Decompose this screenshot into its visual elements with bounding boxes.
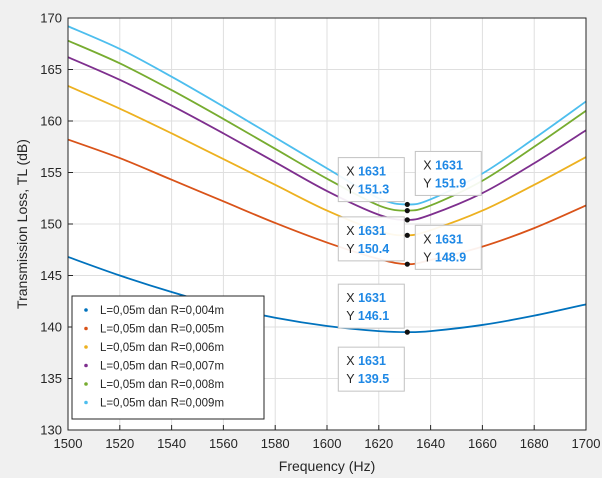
- datatip-y-key: Y: [346, 183, 358, 197]
- datatip-x-key: X: [423, 158, 435, 172]
- datatip-marker: [404, 208, 410, 214]
- datatip-x-key: X: [346, 354, 358, 368]
- x-tick-label: 1540: [157, 436, 186, 451]
- x-tick-label: 1640: [416, 436, 445, 451]
- datatip-x-value: 1631: [358, 165, 386, 179]
- datatip-y-value: 151.3: [358, 183, 389, 197]
- datatip-x-row: X 1631: [346, 291, 386, 305]
- datatip-y-value: 139.5: [358, 372, 389, 386]
- datatip-box: [414, 224, 482, 270]
- datatip-x-row: X 1631: [346, 165, 386, 179]
- datatip-marker: [404, 201, 410, 208]
- datatip-x-value: 1631: [435, 232, 463, 246]
- x-tick-label: 1600: [313, 436, 342, 451]
- datatip-box: [337, 283, 405, 329]
- legend[interactable]: L=0,05m dan R=0,004m L=0,05m dan R=0,005m…: [71, 295, 265, 420]
- datatip-y-row: Y 148.9: [423, 250, 466, 264]
- datatip-x-key: X: [346, 165, 358, 179]
- x-tick-label: 1700: [572, 436, 601, 451]
- datatip-y-value: 146.1: [358, 309, 389, 323]
- datatip-x-value: 1631: [358, 291, 386, 305]
- legend-marker-2: [84, 326, 88, 331]
- datatip-marker: [404, 329, 410, 335]
- legend-entry-3: L=0,05m dan R=0,006m: [100, 342, 224, 354]
- datatip-x-key: X: [346, 291, 358, 305]
- y-tick-label: 135: [40, 371, 62, 386]
- datatip-x-row: X 1631: [346, 354, 386, 368]
- datatip-x-value: 1631: [435, 158, 463, 172]
- legend-entry-1: L=0,05m dan R=0,004m: [100, 305, 224, 317]
- datatip-x-key: X: [346, 224, 358, 238]
- legend-marker-4: [84, 363, 88, 368]
- legend-entry-6: L=0,05m dan R=0,009m: [100, 398, 224, 410]
- datatip-y-key: Y: [346, 242, 358, 256]
- x-tick-label: 1520: [105, 436, 134, 451]
- legend-marker-6: [84, 400, 88, 405]
- datatip-marker: [404, 232, 410, 238]
- legend-marker-1: [84, 308, 88, 312]
- datatip-marker: [404, 217, 410, 223]
- datatip-box: [414, 150, 482, 196]
- datatip-marker: [404, 261, 410, 267]
- series-line-4: [67, 56, 587, 221]
- x-tick-label: 1660: [468, 436, 497, 451]
- datatip-x-row: X 1631: [423, 232, 463, 246]
- datatip-box: [337, 346, 405, 392]
- y-tick-label: 165: [40, 62, 62, 77]
- datatip-y-row: Y 150.4: [346, 242, 389, 256]
- x-tick-label: 1560: [209, 436, 238, 451]
- datatip-y-value: 151.9: [435, 176, 466, 190]
- datatip-box: [337, 157, 405, 203]
- datatip-y-key: Y: [423, 176, 435, 190]
- x-tick-label: 1580: [261, 436, 290, 451]
- datatip-y-row: Y 151.3: [346, 183, 389, 197]
- legend-marker-5: [84, 382, 88, 386]
- x-tick-label: 1680: [520, 436, 549, 451]
- datatip-y-value: 150.4: [358, 242, 389, 256]
- x-tick-label: 1500: [54, 436, 83, 451]
- datatip-y-row: Y 146.1: [346, 309, 389, 323]
- datatip-x-key: X: [423, 232, 435, 246]
- legend-entry-4: L=0,05m dan R=0,007m: [100, 361, 224, 373]
- datatip-y-row: Y 151.9: [423, 176, 466, 190]
- y-tick-label: 130: [40, 423, 62, 438]
- legend-entry-5: L=0,05m dan R=0,008m: [100, 379, 224, 391]
- datatip-x-value: 1631: [358, 224, 386, 238]
- datatip-y-key: Y: [346, 372, 358, 386]
- x-axis-label: Frequency (Hz): [279, 458, 375, 474]
- datatip-y-value: 148.9: [435, 250, 466, 264]
- y-tick-label: 150: [40, 217, 62, 232]
- y-tick-label: 160: [40, 114, 62, 129]
- y-tick-label: 145: [40, 268, 62, 283]
- datatip-y-row: Y 139.5: [346, 372, 389, 386]
- datatip-x-row: X 1631: [346, 224, 386, 238]
- legend-marker-3: [84, 345, 88, 349]
- y-tick-label: 155: [40, 165, 62, 180]
- y-tick-label: 140: [40, 320, 62, 335]
- y-axis-label: Transmission Loss, TL (dB): [14, 139, 30, 309]
- legend-box: [71, 295, 265, 420]
- series-line-1: [67, 256, 587, 334]
- datatip-box: [337, 216, 405, 262]
- datatip-x-row: X 1631: [423, 158, 463, 172]
- datatip-y-key: Y: [423, 250, 435, 264]
- datatip-x-value: 1631: [358, 354, 386, 368]
- legend-entry-2: L=0,05m dan R=0,005m: [100, 324, 224, 336]
- datatip-y-key: Y: [346, 309, 358, 323]
- y-tick-label: 170: [40, 11, 62, 26]
- axis-ticks: 1500 1520 1540 1560 1580 1600 1620 1640 1660 1680…: [40, 11, 600, 452]
- x-tick-label: 1620: [364, 436, 393, 451]
